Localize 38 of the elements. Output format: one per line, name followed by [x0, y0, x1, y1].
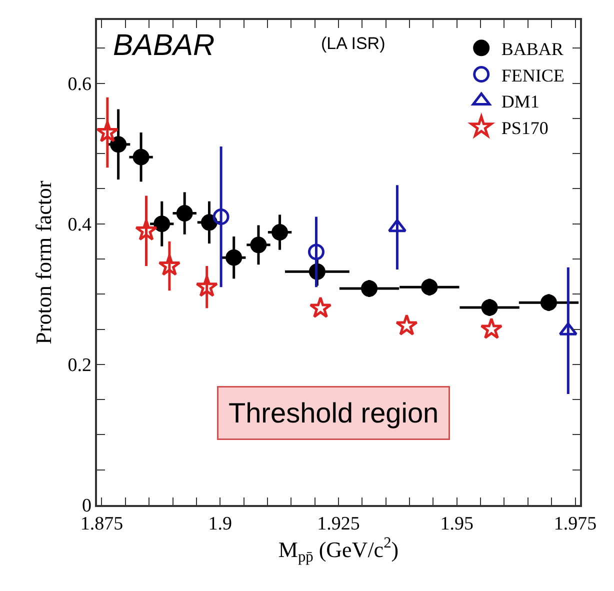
- y-tick-label: 0.2: [68, 355, 92, 376]
- point: [250, 236, 267, 254]
- point: [395, 314, 418, 336]
- legend-label: BABAR: [501, 38, 564, 59]
- point: [272, 224, 288, 241]
- x-tick-label: 1.95: [440, 514, 474, 535]
- point: [158, 254, 181, 276]
- point: [96, 120, 119, 142]
- point: [481, 299, 498, 316]
- x-tick-label: 1.925: [317, 514, 360, 535]
- point: [132, 148, 150, 166]
- point: [226, 249, 242, 266]
- point: [480, 318, 503, 340]
- legend-label: FENICE: [501, 65, 564, 86]
- point: [421, 278, 438, 296]
- x-axis-title: M$_{pp̄}$ (GeV/c$^{2}$): [278, 534, 399, 566]
- point: [558, 322, 578, 336]
- point: [309, 296, 332, 318]
- point: [135, 219, 158, 241]
- y-axis-title: Proton form factor: [31, 180, 56, 344]
- annotation: Threshold region: [228, 398, 439, 428]
- x-tick-label: 1.975: [554, 514, 597, 535]
- point: [154, 216, 170, 232]
- point: [176, 205, 193, 222]
- y-tick-label: 0.4: [68, 214, 92, 236]
- annotation: BABAR: [113, 29, 215, 62]
- x-tick-label: 1.9: [208, 514, 232, 535]
- legend-label: DM1: [501, 92, 540, 112]
- annotation: (LA ISR): [321, 34, 386, 53]
- point: [540, 294, 557, 311]
- legend-label: PS170: [501, 118, 548, 138]
- point: [212, 208, 230, 226]
- point: [308, 244, 324, 260]
- point: [200, 214, 218, 231]
- point: [361, 280, 378, 297]
- y-tick-label: 0.6: [68, 74, 92, 95]
- point: [110, 136, 127, 153]
- point: [196, 275, 218, 297]
